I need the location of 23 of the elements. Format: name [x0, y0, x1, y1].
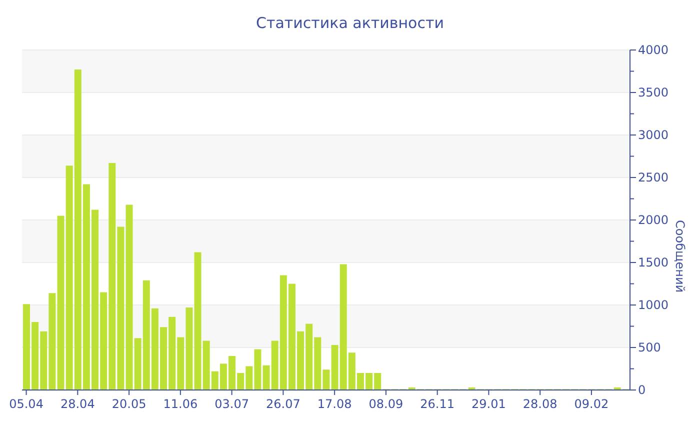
x-tick-label: 05.04: [9, 397, 44, 411]
y-axis-title: Сообщений: [672, 220, 687, 293]
x-tick-label: 26.11: [420, 397, 455, 411]
y-tick-label: 500: [638, 340, 661, 354]
y-tick-label: 3500: [638, 86, 669, 100]
x-tick-label: 17.08: [317, 397, 352, 411]
y-tick-label: 3000: [638, 128, 669, 142]
x-tick-label: 28.04: [60, 397, 95, 411]
x-tick-label: 29.01: [472, 397, 506, 411]
y-tick-label: 1500: [638, 256, 669, 270]
x-tick-label: 03.07: [214, 397, 249, 411]
x-tick-label: 20.05: [112, 397, 146, 411]
y-tick-label: 2500: [638, 170, 669, 184]
x-tick-label: 28.08: [522, 397, 558, 411]
y-tick-label: 1000: [638, 298, 669, 312]
chart-title: Статистика активности: [255, 14, 445, 32]
y-tick-label: 4000: [638, 43, 669, 57]
y-tick-label: 2000: [638, 213, 669, 227]
x-tick-label: 11.06: [163, 397, 198, 411]
x-tick-label: 08.09: [368, 397, 404, 411]
x-tick-label: 26.07: [266, 397, 300, 411]
y-tick-label: 0: [638, 383, 646, 397]
x-tick-label: 09.02: [574, 397, 609, 411]
